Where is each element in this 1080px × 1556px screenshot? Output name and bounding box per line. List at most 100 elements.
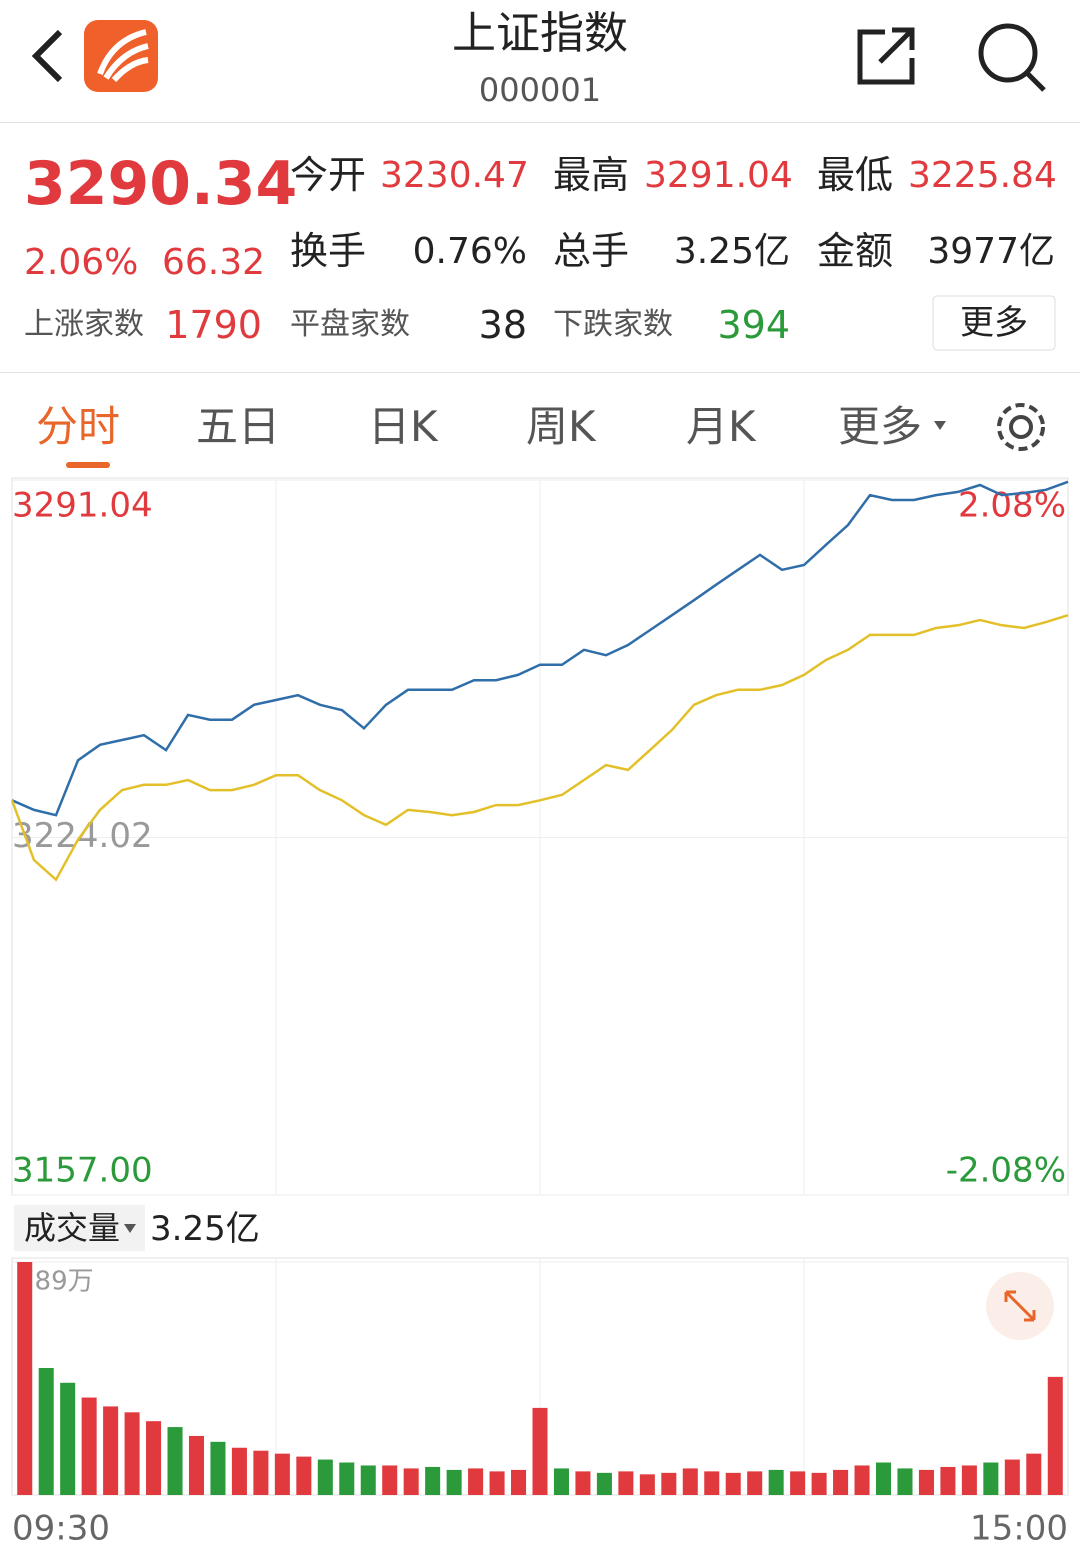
volume-bar	[1004, 1459, 1020, 1495]
volume-bar	[532, 1407, 548, 1495]
breadth-label: 下跌家数	[553, 307, 673, 342]
stat-value: 3977亿	[927, 231, 1055, 272]
volume-bar	[790, 1471, 806, 1495]
volume-bar	[468, 1468, 484, 1495]
volume-bar	[575, 1471, 591, 1495]
volume-bar	[403, 1468, 419, 1495]
tab-underline	[66, 462, 110, 468]
volume-bar	[940, 1466, 956, 1495]
search-icon[interactable]	[978, 23, 1046, 92]
more-button-label[interactable]: 更多	[960, 303, 1028, 343]
change: 66.32	[162, 242, 266, 283]
volume-bar	[897, 1468, 913, 1495]
stat-value: 3230.47	[380, 155, 529, 196]
volume-bar	[854, 1465, 870, 1495]
volume-bar	[146, 1421, 162, 1495]
price-line	[10, 614, 1069, 882]
tab[interactable]: 月K	[686, 402, 756, 451]
volume-bar	[747, 1471, 763, 1495]
volume-bar	[661, 1472, 677, 1495]
dropdown-arrow	[124, 1224, 136, 1233]
stat-value: 3225.84	[908, 155, 1057, 196]
stock-code: 000001	[478, 71, 602, 109]
logo-mark	[97, 29, 149, 83]
volume-bar	[639, 1474, 655, 1495]
volume-bar	[768, 1469, 784, 1495]
back-icon[interactable]	[31, 29, 63, 83]
tab[interactable]: 五日	[196, 402, 281, 451]
volume-bar	[38, 1368, 54, 1495]
volume-bar	[188, 1435, 205, 1495]
tab[interactable]: 更多	[838, 402, 923, 451]
volume-selector[interactable]	[14, 1205, 145, 1251]
expand-icon	[1004, 1290, 1036, 1322]
divider	[0, 122, 1080, 123]
stat-value: 0.76%	[412, 231, 527, 272]
volume-bar	[725, 1472, 741, 1495]
share-icon[interactable]	[857, 27, 915, 85]
page-title: 上证指数	[452, 8, 628, 59]
volume-total: 3.25亿	[150, 1209, 260, 1249]
volume-bar	[961, 1465, 977, 1495]
stat-value: 3.25亿	[673, 231, 790, 272]
breadth-value: 394	[717, 303, 790, 347]
more-button[interactable]	[932, 295, 1056, 351]
tab[interactable]: 周K	[526, 402, 596, 451]
breadth-value: 1790	[165, 303, 262, 347]
volume-title[interactable]: 成交量	[24, 1209, 121, 1247]
volume-bar	[446, 1469, 462, 1495]
volume-bar	[425, 1466, 441, 1495]
volume-bar	[618, 1471, 634, 1495]
volume-bar	[231, 1447, 247, 1495]
stat-label: 今开	[290, 153, 367, 197]
volume-bar	[511, 1469, 527, 1495]
stat-label: 总手	[553, 229, 630, 273]
volume-bar	[317, 1459, 333, 1495]
settings-icon[interactable]	[997, 403, 1045, 451]
x-tick-label: 09:30	[12, 1509, 110, 1549]
volume-bar	[682, 1468, 698, 1495]
breadth-value: 38	[478, 303, 527, 347]
y2-tick-label: -2.08%	[946, 1151, 1066, 1191]
dropdown-arrow	[934, 421, 946, 430]
volume-bar	[274, 1453, 290, 1495]
stat-label: 最低	[817, 153, 894, 197]
volume-bar	[81, 1397, 97, 1495]
stat-label: 换手	[290, 229, 367, 273]
divider	[0, 372, 1080, 373]
volume-bar	[296, 1456, 312, 1495]
stat-value: 3291.04	[644, 155, 793, 196]
volume-bar	[253, 1450, 269, 1495]
volume-bar	[124, 1412, 140, 1495]
volume-bar	[875, 1462, 892, 1495]
y-tick-label: 3224.02	[12, 816, 153, 856]
volume-bar	[553, 1468, 569, 1495]
price-line	[11, 480, 1069, 817]
volume-bar	[339, 1462, 355, 1495]
volume-bar	[833, 1469, 849, 1495]
tab[interactable]: 日K	[368, 402, 438, 451]
volume-bar	[1026, 1453, 1042, 1495]
volume-bar	[60, 1382, 76, 1495]
y2-tick-label: 2.08%	[958, 486, 1066, 526]
volume-bar	[1047, 1376, 1063, 1495]
tab[interactable]: 分时	[36, 402, 121, 451]
volume-bar	[983, 1462, 999, 1495]
volume-bar	[704, 1471, 720, 1495]
volume-bar	[17, 1262, 33, 1495]
y-tick-label: 3291.04	[12, 486, 153, 526]
stat-label: 最高	[553, 153, 630, 197]
volume-bar	[210, 1441, 226, 1495]
y-tick-label: 3157.00	[12, 1151, 153, 1191]
volume-bar	[167, 1427, 183, 1495]
volume-bar	[382, 1465, 398, 1495]
volume-bar	[811, 1472, 827, 1495]
volume-bar	[918, 1469, 934, 1495]
stat-label: 金额	[817, 229, 894, 273]
volume-bar	[103, 1406, 119, 1495]
last-price: 3290.34	[24, 149, 298, 219]
volume-bar	[596, 1472, 612, 1495]
volume-bar	[360, 1465, 376, 1495]
